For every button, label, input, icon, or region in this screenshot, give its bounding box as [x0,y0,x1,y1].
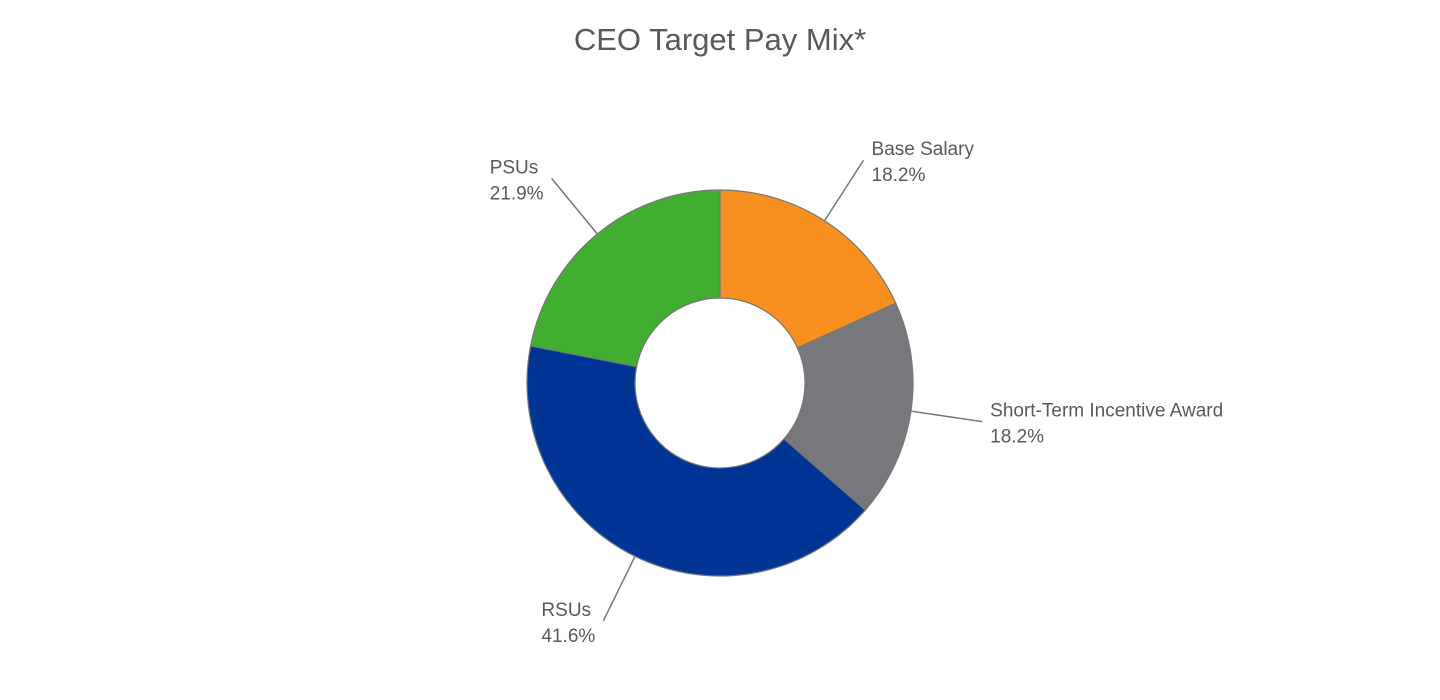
slice-value-label: 21.9% [490,183,544,204]
slice-label: Base Salary [872,139,975,160]
slice [529,189,721,368]
leader-line [602,555,636,622]
slice [783,302,914,511]
slice-label: Short-Term Incentive Award [990,401,1223,422]
chart-title: CEO Target Pay Mix* [574,22,866,57]
slice-value-label: 18.2% [990,427,1044,448]
slice-label: PSUs [490,157,539,178]
slice-value-label: 41.6% [541,626,595,647]
slice-label: RSUs [541,600,591,621]
slice-value-label: 18.2% [872,165,926,186]
leader-line [823,159,865,222]
leader-line [910,410,983,423]
leader-line [551,177,598,235]
slice [526,345,867,577]
slice [719,189,897,349]
